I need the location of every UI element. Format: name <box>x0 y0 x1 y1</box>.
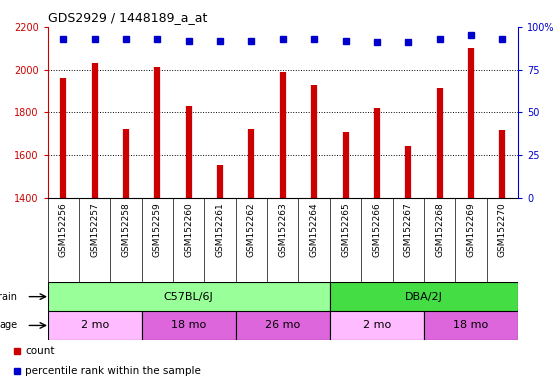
Text: GSM152267: GSM152267 <box>404 202 413 257</box>
Text: 18 mo: 18 mo <box>454 320 488 331</box>
Bar <box>48 282 330 311</box>
Text: 2 mo: 2 mo <box>363 320 391 331</box>
Text: 2 mo: 2 mo <box>81 320 109 331</box>
Text: GSM152266: GSM152266 <box>372 202 381 257</box>
Bar <box>330 282 518 311</box>
Text: GSM152260: GSM152260 <box>184 202 193 257</box>
Text: GSM152256: GSM152256 <box>59 202 68 257</box>
Bar <box>236 311 330 340</box>
Text: GSM152258: GSM152258 <box>122 202 130 257</box>
Text: GSM152259: GSM152259 <box>153 202 162 257</box>
Text: GSM152265: GSM152265 <box>341 202 350 257</box>
Text: GSM152261: GSM152261 <box>216 202 225 257</box>
Text: 18 mo: 18 mo <box>171 320 206 331</box>
Text: 26 mo: 26 mo <box>265 320 300 331</box>
Bar <box>424 311 518 340</box>
Text: percentile rank within the sample: percentile rank within the sample <box>25 366 201 376</box>
Bar <box>330 311 424 340</box>
Text: GSM152270: GSM152270 <box>498 202 507 257</box>
Text: GSM152268: GSM152268 <box>435 202 444 257</box>
Bar <box>48 311 142 340</box>
Text: C57BL/6J: C57BL/6J <box>164 291 213 302</box>
Text: GSM152262: GSM152262 <box>247 202 256 257</box>
Text: GSM152269: GSM152269 <box>466 202 475 257</box>
Text: age: age <box>0 320 17 331</box>
Text: strain: strain <box>0 291 17 302</box>
Text: GSM152263: GSM152263 <box>278 202 287 257</box>
Text: GSM152257: GSM152257 <box>90 202 99 257</box>
Text: count: count <box>25 346 54 356</box>
Text: GSM152264: GSM152264 <box>310 202 319 257</box>
Text: GDS2929 / 1448189_a_at: GDS2929 / 1448189_a_at <box>48 11 207 24</box>
Text: DBA/2J: DBA/2J <box>405 291 443 302</box>
Bar <box>142 311 236 340</box>
